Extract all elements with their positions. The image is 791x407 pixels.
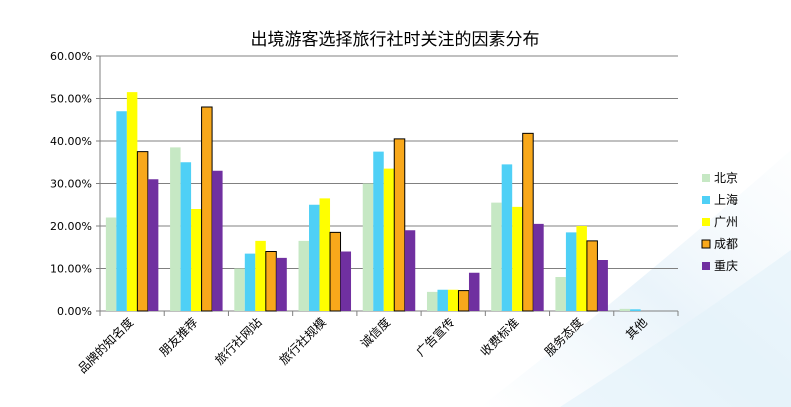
legend-swatch xyxy=(702,262,710,270)
legend-swatch xyxy=(702,174,710,182)
bar-1-3 xyxy=(201,106,213,312)
category-label: 朋友推荐 xyxy=(157,315,201,359)
y-tick-label: 50.00% xyxy=(50,93,92,106)
bar-1-0 xyxy=(170,147,181,311)
bar-3-2 xyxy=(319,198,331,311)
bar-6-3 xyxy=(522,132,534,312)
legend-label: 成都 xyxy=(714,237,738,251)
legend-swatch xyxy=(702,218,710,226)
bar-0-0 xyxy=(105,217,117,311)
bar-4-4 xyxy=(404,230,416,311)
bar-3-1 xyxy=(309,204,320,311)
bar-3-3 xyxy=(329,231,342,312)
bar-5-0 xyxy=(426,291,438,311)
category-label: 诚信度 xyxy=(357,315,393,351)
category-label: 收费标准 xyxy=(478,315,522,359)
category-label: 旅行社规模 xyxy=(276,315,329,368)
bar-6-2 xyxy=(512,206,523,311)
bar-7-3 xyxy=(586,240,598,312)
y-tick-label: 40.00% xyxy=(50,135,92,148)
bar-0-1 xyxy=(116,111,127,311)
bar-6-0 xyxy=(491,202,502,311)
bar-4-2 xyxy=(383,168,395,311)
bar-1-1 xyxy=(180,162,192,311)
bar-3-0 xyxy=(298,240,310,311)
bar-7-2 xyxy=(576,226,587,311)
bar-6-1 xyxy=(501,164,513,311)
bars xyxy=(105,92,641,312)
bar-3-4 xyxy=(340,251,352,311)
bar-2-0 xyxy=(234,268,245,311)
y-axis: 0.00% 10.00% 20.00% 30.00% 40.00% 50.00% 60.00… xyxy=(50,50,101,318)
legend-swatch xyxy=(702,196,710,204)
bar-5-4 xyxy=(468,272,480,311)
legend-label: 北京 xyxy=(714,171,738,185)
category-label: 品牌的知名度 xyxy=(75,315,137,377)
bar-2-3 xyxy=(265,251,277,312)
bar-0-2 xyxy=(126,92,138,311)
bar-5-2 xyxy=(447,289,459,311)
y-tick-label: 60.00% xyxy=(50,50,92,63)
bar-7-0 xyxy=(555,277,566,311)
legend-swatch xyxy=(701,239,711,249)
y-tick-label: 20.00% xyxy=(50,220,92,233)
y-tick-label: 10.00% xyxy=(50,263,92,276)
bar-5-3 xyxy=(457,290,470,312)
bar-5-1 xyxy=(437,289,448,311)
bar-7-1 xyxy=(565,232,577,311)
bar-4-1 xyxy=(373,151,384,311)
legend-label: 上海 xyxy=(714,192,738,207)
bar-8-0 xyxy=(619,308,631,311)
bar-0-4 xyxy=(147,179,159,311)
bar-6-4 xyxy=(533,223,544,311)
chart-title: 出境游客选择旅行社时关注的因素分布 xyxy=(251,30,540,50)
y-tick-label: 30.00% xyxy=(50,178,92,191)
bar-4-0 xyxy=(362,183,374,311)
category-label: 旅行社网站 xyxy=(212,315,265,368)
bar-2-4 xyxy=(276,257,287,311)
bar-2-2 xyxy=(255,240,266,311)
bar-7-4 xyxy=(597,260,608,311)
bar-8-1 xyxy=(630,309,641,311)
bar-0-3 xyxy=(136,151,149,312)
background-decoration xyxy=(480,150,791,407)
legend-label: 广州 xyxy=(714,215,738,229)
bar-1-2 xyxy=(191,209,202,311)
bar-2-1 xyxy=(244,253,256,311)
category-label: 广告宣传 xyxy=(413,315,458,360)
bar-1-4 xyxy=(212,170,223,311)
y-tick-label: 0.00% xyxy=(57,305,92,318)
bar-4-3 xyxy=(393,138,406,312)
legend-label: 重庆 xyxy=(714,259,738,273)
